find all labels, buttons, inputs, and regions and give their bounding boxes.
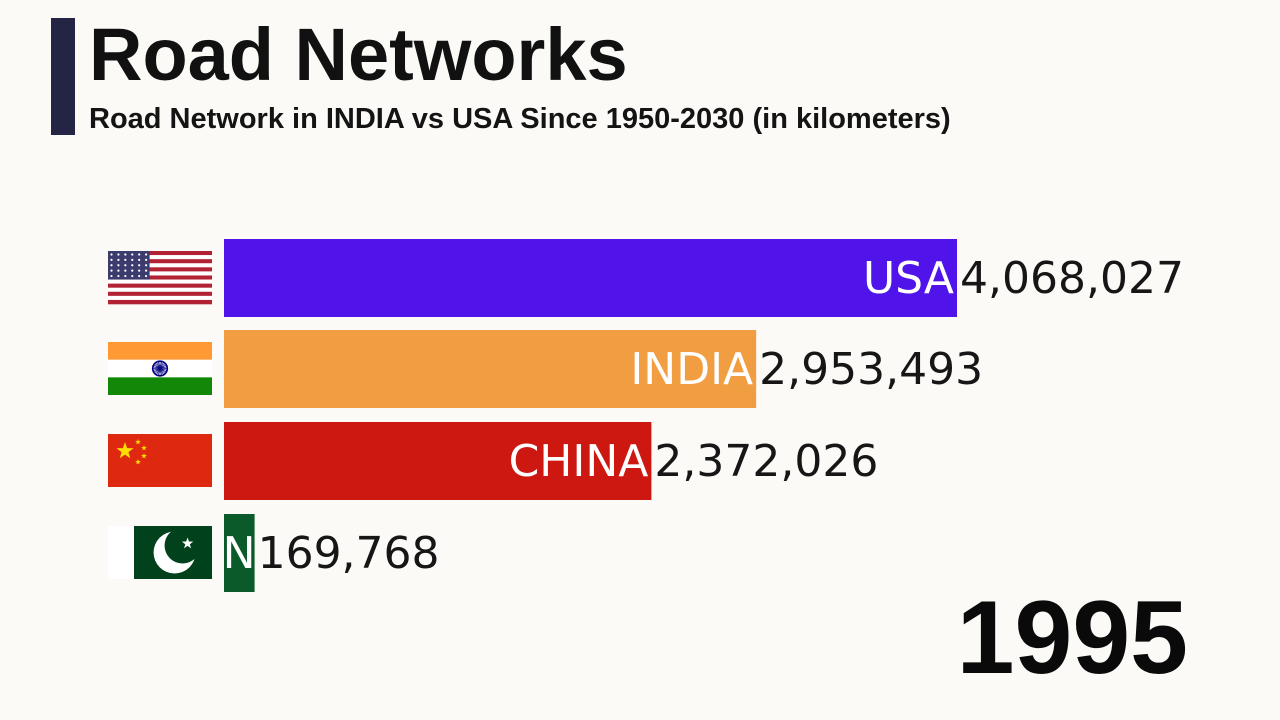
bar-value-label: 2,953,493 <box>759 344 983 395</box>
bar <box>224 514 255 592</box>
bar-value-label: 4,068,027 <box>960 253 1184 304</box>
bar-category-label: USA <box>863 253 954 304</box>
bar-category-label: CHINA <box>509 436 649 487</box>
bar-row-usa: USA 4,068,027 <box>108 239 1184 317</box>
bar-category-label: N <box>223 528 256 579</box>
bar <box>224 422 652 500</box>
bar-value-label: 2,372,026 <box>654 436 878 487</box>
usa-flag-icon <box>108 251 212 305</box>
bar-category-label: INDIA <box>630 344 753 395</box>
bar-row-india: INDIA 2,953,493 <box>108 330 983 408</box>
year-label: 1995 <box>956 580 1188 696</box>
chart-subtitle: Road Network in INDIA vs USA Since 1950-… <box>89 103 951 135</box>
bar-value-label: 169,768 <box>258 528 440 579</box>
bar-row-china: CHINA 2,372,026 <box>108 422 878 500</box>
pakistan-flag-icon <box>108 526 212 579</box>
title-accent-bar <box>51 18 75 135</box>
bar <box>224 239 957 317</box>
bar <box>224 330 757 408</box>
india-flag-icon <box>108 342 212 395</box>
bar-row-pakistan: N 169,768 <box>108 514 440 592</box>
china-flag-icon <box>108 434 212 487</box>
chart-title: Road Networks <box>89 13 628 96</box>
